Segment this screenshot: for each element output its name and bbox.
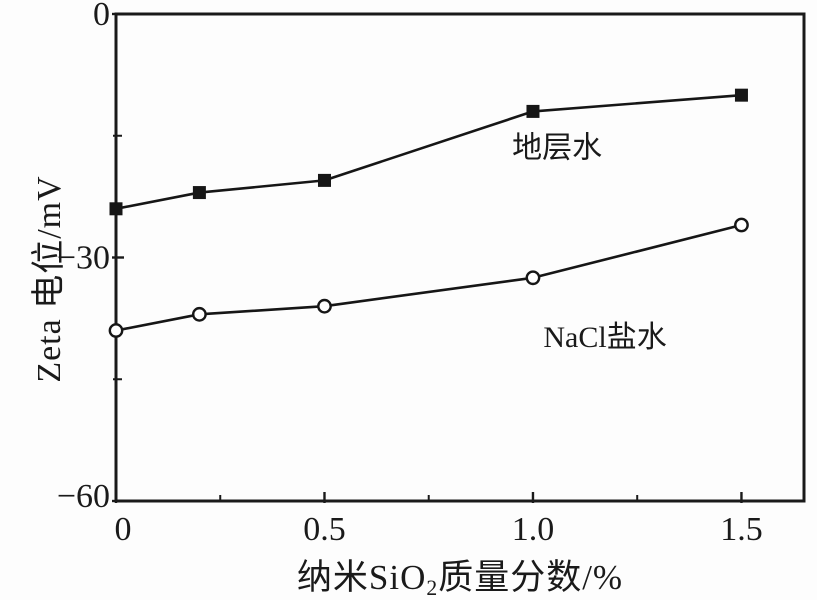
series-0-marker-square — [109, 202, 123, 216]
series-0-label: 地层水 — [512, 131, 602, 164]
x-tick-label-3: 1.5 — [720, 511, 763, 548]
x-axis-title-text: 纳米SiO — [296, 558, 427, 597]
series-1-marker-circle — [191, 306, 207, 322]
series-1-marker-circle — [108, 323, 124, 338]
series-0-marker-square — [734, 88, 748, 102]
x-tick-label-0: 0 — [115, 511, 132, 548]
series-0-marker-square — [317, 173, 331, 187]
series-0-marker-square — [192, 186, 206, 200]
y-tick-label-0: 0 — [93, 0, 110, 33]
y-tick-label-1: −30 — [57, 240, 110, 277]
x-axis-title-subscript: 2 — [426, 576, 439, 600]
series-1-marker-circle — [317, 298, 332, 314]
x-tick-label-2: 1.0 — [512, 511, 555, 548]
series-1-line — [114, 223, 743, 332]
y-tick-label-2: −60 — [57, 478, 110, 515]
plot-border — [114, 12, 806, 503]
x-axis-title: 纳米SiO2质量分数/% — [116, 549, 804, 600]
series-0-line — [114, 93, 743, 211]
x-tick-label-1: 0.5 — [303, 511, 346, 548]
series-1-marker-circle — [525, 270, 541, 286]
x-axis-title-text-tail: 质量分数/% — [438, 558, 624, 597]
y-axis-title: Zeta 电位/mV — [31, 175, 68, 383]
series-1-label: NaCl盐水 — [543, 321, 666, 354]
series-1-marker-circle — [734, 217, 749, 233]
series-0-marker-square — [526, 104, 540, 118]
